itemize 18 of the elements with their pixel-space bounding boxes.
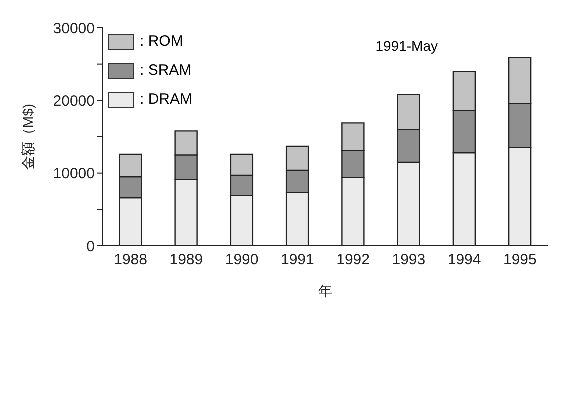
x-tick-label: 1992 [336,252,370,269]
legend-label: : DRAM [140,91,192,108]
y-tick-label: 20000 [53,92,95,110]
x-axis-title: 年 [318,283,332,299]
x-tick-label: 1991 [281,252,314,269]
y-tick-label: 10000 [53,166,95,183]
x-tick-label: 1988 [114,252,148,269]
x-tick-label: 1989 [170,252,204,269]
x-tick-label: 1994 [448,252,482,269]
x-tick-label: 1990 [225,252,259,269]
y-tick-label: 0 [86,238,95,256]
x-tick-label: 1993 [392,252,426,269]
legend-label: : ROM [140,33,184,50]
annotation: 1991-May [376,38,438,54]
x-tick-label: 1995 [504,252,537,269]
y-axis-title: 金額（M$) [20,104,36,170]
legend-label: : SRAM [140,62,192,79]
y-tick-label: 30000 [53,20,95,38]
